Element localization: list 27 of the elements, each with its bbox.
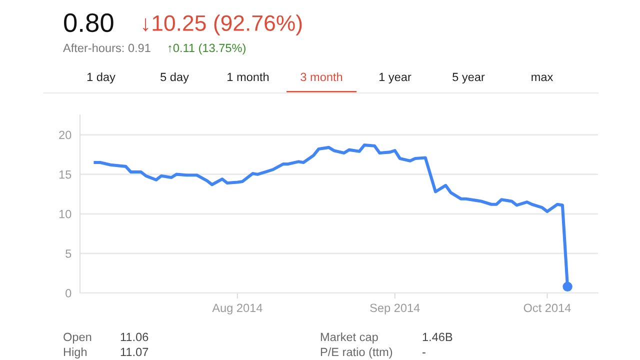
y-tick-label: 20: [59, 130, 72, 140]
y-tick-label: 15: [59, 170, 72, 179]
y-tick-label: 10: [59, 210, 72, 218]
text: After-hours: 0.91: [63, 44, 150, 52]
text: 3 month: [300, 72, 342, 82]
text: -: [422, 352, 426, 354]
x-tick-label: Aug 2014: [212, 304, 262, 314]
chart-subtitle: ↓10.25 (92.76%): [142, 14, 302, 36]
text: High: [64, 347, 87, 358]
x-tick-label: Sep 2014: [370, 304, 420, 314]
y-tick-label: 5: [66, 250, 72, 258]
text: 11.06: [120, 332, 148, 342]
text: 11.07: [120, 348, 148, 356]
text: Open: [64, 332, 92, 344]
text: 1 year: [379, 72, 412, 84]
text: Market cap: [320, 332, 378, 344]
chart-title: 0.80: [64, 13, 114, 32]
text: 1 month: [228, 72, 269, 82]
text: 1.46B: [422, 332, 452, 342]
text: 1 day: [87, 72, 116, 84]
text: P/E ratio (ttm): [320, 347, 392, 358]
x-tick-label: Oct 2014: [524, 304, 571, 312]
y-tick-label: 0: [66, 289, 72, 298]
text: max: [532, 74, 554, 82]
text: 5 day: [160, 72, 189, 84]
text: 5 year: [452, 72, 485, 84]
text: ↑0.11 (13.75%): [168, 44, 246, 54]
